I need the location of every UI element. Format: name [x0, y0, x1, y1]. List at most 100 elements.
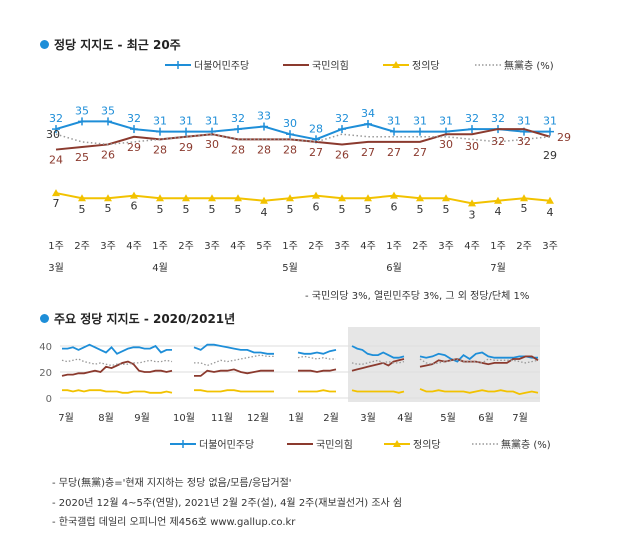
chart2-ppp-segment-4 [419, 355, 539, 368]
chart1-justice-label-0: 7 [53, 197, 60, 210]
chart2-xmonth-2: 9월 [134, 412, 150, 424]
chart1-justice-label-14: 5 [417, 203, 424, 216]
chart1-xtick-0: 1주 [48, 241, 64, 252]
chart1-series-line-justice [55, 192, 551, 205]
chart1-xtick-11: 3주 [334, 241, 350, 252]
chart1-dem-label-9: 30 [283, 117, 297, 130]
chart1-justice-point-11 [338, 194, 346, 202]
chart1-ppp-label-10: 27 [309, 146, 323, 159]
chart1-dem-label-5: 31 [179, 115, 193, 128]
chart2-dem-segment-0 [62, 343, 172, 355]
chart1-justice-label-13: 6 [391, 201, 398, 214]
chart1-justice-point-6 [208, 194, 216, 202]
chart1-justice-label-7: 5 [235, 203, 242, 216]
legend1-marker-2 [392, 61, 400, 68]
chart1-xtick-19: 3주 [542, 241, 558, 252]
chart1-justice-point-9 [286, 194, 294, 202]
legend2-label-2: 정의당 [413, 439, 441, 451]
chart1-month-4: 7월 [490, 262, 506, 274]
chart1-ppp-label-0: 24 [49, 154, 63, 167]
chart1-ppp-label-7: 28 [231, 143, 245, 156]
chart1-justice-point-15 [442, 194, 450, 202]
chart1-justice-point-19 [546, 196, 554, 204]
chart1-justice-point-8 [260, 196, 268, 204]
chart2-xmonth-4: 11월 [211, 412, 233, 424]
chart1-dem-label-13: 31 [387, 115, 401, 128]
legend2-label-0: 더불어민주당 [199, 439, 254, 451]
chart1-justice-point-4 [156, 194, 164, 202]
chart1-ppp-label-6: 30 [205, 138, 219, 151]
chart1-ppp-label-15: 30 [439, 138, 453, 151]
chart1-xtick-5: 2주 [178, 241, 194, 252]
chart2-justice-segment-2 [298, 389, 336, 393]
chart1-title: 정당 지지도 - 최근 20주 [40, 36, 181, 53]
bullet-dot-icon [40, 40, 49, 49]
chart1-dem-label-17: 32 [491, 112, 505, 125]
chart1-ppp-label-3: 29 [127, 141, 141, 154]
chart2-ytick-1: 20 [39, 368, 52, 379]
chart1-series-line-dem [55, 120, 550, 141]
chart1-dem-label-0: 32 [49, 112, 63, 125]
chart1-justice-point-13 [390, 191, 398, 199]
chart1-ppp-label-16: 30 [465, 140, 479, 153]
chart1-xtick-13: 1주 [386, 241, 402, 252]
chart2-xmonth-12: 7월 [512, 412, 528, 424]
chart1-justice-point-5 [182, 194, 190, 202]
chart1-dem-label-10: 28 [309, 122, 323, 135]
chart1-xtick-7: 4주 [230, 241, 246, 252]
chart2-justice-segment-4 [419, 388, 539, 396]
chart1-justice-label-10: 6 [313, 201, 320, 214]
chart1-justice-point-2 [104, 194, 112, 202]
chart2-justice-segment-1 [194, 389, 274, 393]
chart2-xmonth-0: 7월 [58, 412, 74, 424]
legend1-label-0: 더불어민주당 [194, 60, 249, 72]
chart1-xtick-4: 1주 [152, 241, 168, 252]
chart1-xtick-3: 4주 [126, 241, 142, 252]
chart1-ppp-label-5: 29 [179, 141, 193, 154]
chart1-month-1: 4월 [152, 262, 168, 274]
chart1-ppp-label-2: 26 [101, 148, 115, 161]
chart2-xmonth-11: 6월 [478, 412, 494, 424]
chart1-dem-label-11: 32 [335, 112, 349, 125]
chart2-title: 주요 정당 지지도 - 2020/2021년 [40, 310, 235, 327]
chart1-ppp-label-17: 32 [491, 135, 505, 148]
chart2-ytick-0: 40 [39, 342, 52, 353]
chart1-dem-label-16: 32 [465, 112, 479, 125]
chart2-xmonth-3: 10월 [173, 412, 195, 424]
chart1-xtick-2: 3주 [100, 241, 116, 252]
chart1-dem-label-15: 31 [439, 115, 453, 128]
chart1-series-line-nodang [55, 133, 551, 146]
chart1-xtick-18: 2주 [516, 241, 532, 252]
chart1-justice-label-4: 5 [157, 203, 164, 216]
chart1-dem-label-1: 35 [75, 104, 89, 117]
legend2-label-3: 無黨층 (%) [501, 438, 551, 451]
legend1-label-2: 정의당 [412, 60, 440, 72]
chart1-justice-point-17 [494, 196, 502, 204]
chart1-justice-point-12 [364, 194, 372, 202]
chart1-nodang-label-0: 30 [46, 128, 60, 141]
chart1-justice-label-19: 4 [547, 206, 554, 219]
chart1-dem-label-8: 33 [257, 110, 271, 123]
chart2-ppp-segment-2 [298, 368, 337, 373]
chart2-xmonth-10: 5월 [440, 412, 456, 424]
legend2-label-1: 국민의힘 [316, 439, 353, 451]
chart1-justice-label-16: 3 [469, 208, 476, 221]
legend1-label-1: 국민의힘 [312, 60, 349, 72]
chart2-xmonth-5: 12월 [247, 412, 269, 424]
chart2-nodang-segment-2 [297, 355, 336, 360]
chart1-xtick-1: 2주 [74, 241, 90, 252]
chart1-justice-label-6: 5 [209, 203, 216, 216]
chart1-justice-label-2: 5 [105, 202, 112, 215]
chart2-nodang-segment-0 [61, 358, 173, 367]
chart1-month-3: 6월 [386, 262, 402, 274]
note-3: - 한국갤럽 데일리 오피니언 제456호 www.gallup.co.kr [52, 517, 296, 528]
chart2-justice-segment-3 [351, 389, 405, 394]
chart2-xmonth-9: 4월 [397, 412, 413, 424]
chart1-ppp-label-12: 27 [361, 146, 375, 159]
chart2-nodang-segment-1 [194, 354, 274, 367]
chart1-justice-point-10 [312, 191, 320, 199]
chart2-ytick-2: 0 [46, 394, 52, 405]
chart1-ppp-label-18: 32 [517, 135, 531, 148]
chart1-justice-label-3: 6 [131, 200, 138, 213]
chart2-xmonth-8: 3월 [360, 412, 376, 424]
